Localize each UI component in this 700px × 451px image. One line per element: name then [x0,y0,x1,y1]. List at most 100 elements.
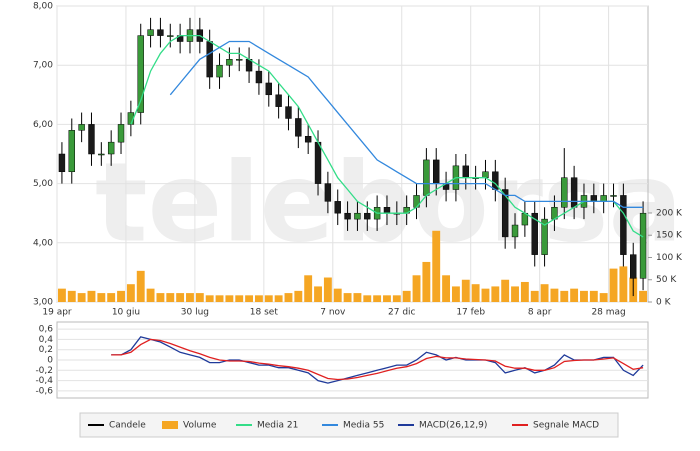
volume-bar [176,293,185,302]
x-tick-label: 19 apr [42,308,72,318]
x-tick-label: 17 feb [456,308,485,318]
candle-body [216,64,223,78]
volume-bar [186,293,194,302]
volume-bar [304,275,313,302]
volume-bar [501,279,510,302]
legend-label: Segnale MACD [533,421,599,431]
volume-bar [471,284,480,302]
candle-body [570,177,578,208]
y-tick-label: 3,00 [33,298,53,308]
candle-body [561,177,568,208]
volume-bar [67,290,76,302]
volume-bar [599,293,608,302]
candle-body [137,35,144,113]
candle-body [78,124,85,131]
series-line [169,40,644,208]
volume-bar [117,290,125,302]
candle-body [620,195,627,255]
y-tick-label: -0,2 [35,366,53,376]
candle-body [482,171,489,178]
volume-bar [323,277,332,302]
volume-bar [520,281,529,302]
candle-body [324,183,332,202]
candle-body [344,212,351,220]
y-tick-label: -0,6 [35,386,53,396]
candle-body [334,201,341,214]
y-tick-label: 0,2 [39,345,53,355]
volume-bar [146,288,155,302]
candle-body [206,41,213,78]
volume-bar [314,286,322,302]
candle-body [167,35,174,37]
y-tick-label: 0 [47,356,53,366]
series-line [111,336,644,384]
candle-body [314,141,322,184]
volume-bar [57,288,66,302]
volume-bar [560,290,569,302]
y-tick-label: 0,4 [39,335,54,345]
volume-bar [343,293,352,302]
volume-bar [442,275,451,302]
candle-body [354,212,361,220]
watermark: teleborsa [95,138,683,266]
candle-body [98,153,105,156]
volume-bar [353,293,362,302]
x-tick-label: 18 set [250,308,279,318]
volume-bar [550,288,559,302]
volume-bar [126,284,135,302]
volume-bar [97,293,106,302]
volume-bar [195,293,204,302]
legend-label: MACD(26,12,9) [419,421,487,431]
candle-body [265,82,272,96]
volume-bar [461,279,470,302]
candle-body [68,130,75,173]
candle-body [304,135,312,143]
volume-bar [215,295,224,302]
candle-body [541,218,548,255]
candle-body [423,159,430,196]
y-tick-label: 4,00 [33,238,53,248]
candle-body [275,94,282,107]
volume-bar [274,295,283,302]
volume-bar [530,290,539,302]
legend-label: Media 21 [257,421,298,431]
series-line [130,34,644,238]
volume-bar [580,290,588,302]
volume-bar [373,295,382,302]
candle-body [107,141,115,155]
candle-body [511,224,519,238]
volume-bar [422,261,431,302]
candle-body [364,212,371,220]
volume-bar [235,295,244,302]
volume-bar [619,266,628,302]
volume-bar [136,270,145,302]
volume-bar [205,295,214,302]
volume-bar [481,288,490,302]
volume-bar [254,295,263,302]
volume-bar [451,286,460,302]
volume-bar [294,290,303,302]
volume-bar [383,295,391,302]
candle-body [531,212,538,255]
series-line [111,338,644,381]
candle-body [147,29,154,36]
candle-body [157,29,164,36]
candle-body [58,153,66,173]
x-tick-label: 8 apr [528,308,552,318]
volume-bar [609,268,618,302]
volume-bar [87,290,96,302]
volume-bar [156,293,165,302]
y-tick-label: 5,00 [33,179,53,189]
y-tick-label: 6,00 [33,120,53,130]
volume-bar [264,295,273,302]
candle-body [255,70,263,84]
x-tick-label: 7 nov [320,308,346,318]
candle-body [236,59,243,61]
candle-body [226,59,233,66]
candle-body [590,195,598,202]
y2-tick-label: 50 K [656,275,677,285]
volume-bar [412,275,421,302]
volume-bar [392,295,401,302]
x-tick-label: 27 dic [388,308,416,318]
